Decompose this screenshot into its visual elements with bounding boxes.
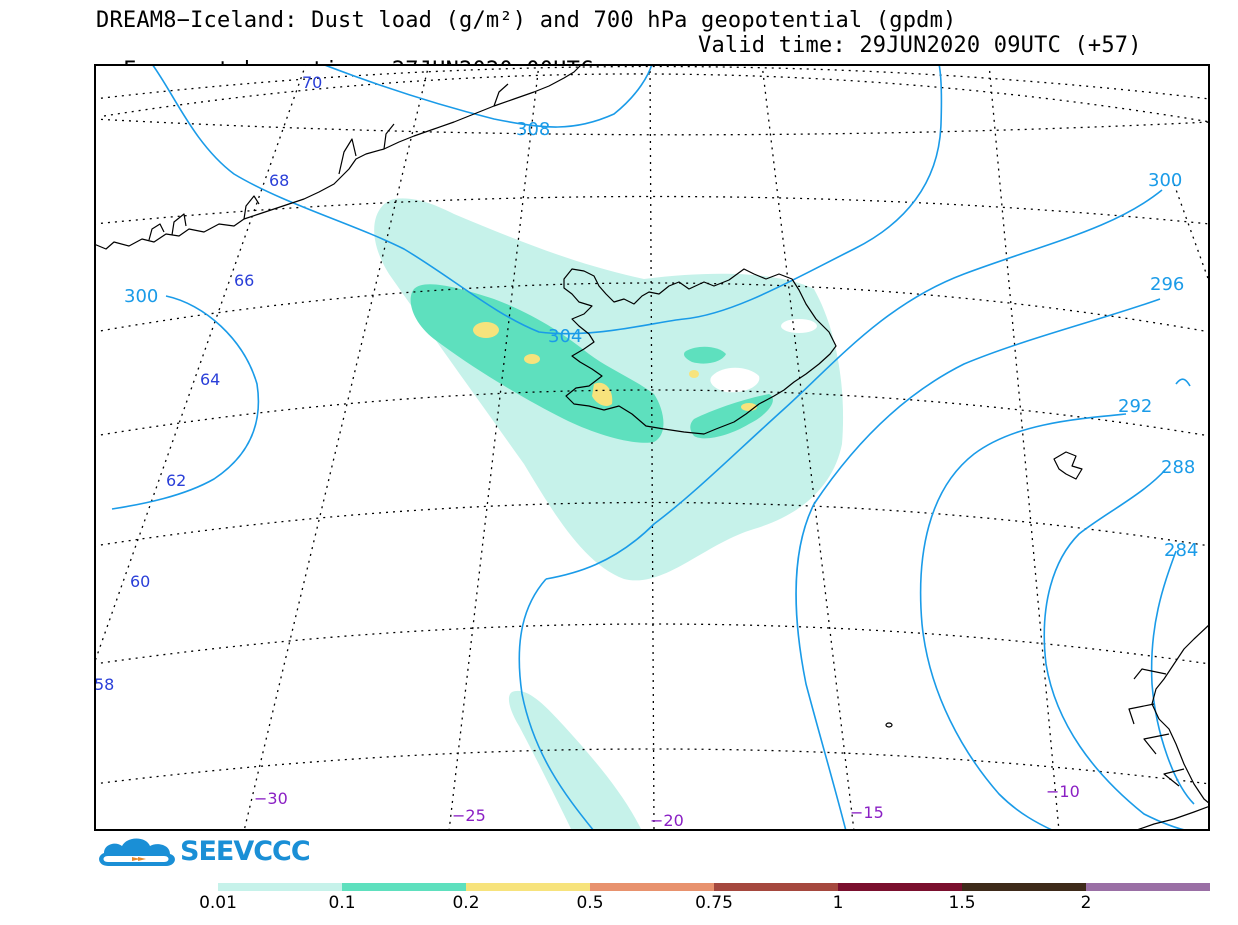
valid-time: Valid time: 29JUN2020 09UTC (+57) [698, 33, 1142, 58]
parallel-68 [103, 73, 1210, 123]
colorbar-segment [1086, 883, 1210, 891]
lat-label: 60 [130, 572, 150, 591]
colorbar-label: 1.5 [948, 893, 976, 913]
logo-text: SEEVCCC [180, 836, 311, 867]
parallel-66 [94, 195, 1210, 225]
colorbar-segment [342, 883, 466, 891]
geopotential-labels: 308 304 300 300 296 292 288 284 [124, 119, 1198, 561]
seevccc-logo: SEEVCCC [94, 832, 324, 872]
contour-288 [1043, 468, 1190, 831]
geo-label: 308 [516, 119, 550, 140]
lat-label: 62 [166, 471, 186, 490]
lat-lon-grid [94, 64, 1210, 831]
coastlines [94, 64, 1210, 831]
lat-label: 64 [200, 370, 220, 389]
longitude-labels: −30 −25 −20 −15 −10 [254, 782, 1080, 830]
geo-label: 304 [548, 326, 582, 347]
dust-area-south [508, 690, 642, 831]
small-island [885, 722, 893, 728]
dust-spot-2 [524, 354, 540, 364]
colorbar-label: 1 [832, 893, 844, 913]
dust-load-field [374, 198, 844, 831]
lat-label: 68 [269, 171, 289, 190]
lon-label: −15 [850, 803, 884, 822]
contour-292 [919, 413, 1127, 831]
parallel-61 [94, 748, 1210, 785]
greenland-fjords [148, 83, 509, 241]
parallel-64 [94, 389, 1210, 437]
greenland-coast [94, 64, 583, 250]
lon-label: −20 [650, 811, 684, 830]
colorbar-label: 0.2 [452, 893, 480, 913]
contour-284 [1150, 550, 1195, 805]
map-panel: 70 68 66 64 62 60 58 −30 −25 −20 −15 −10… [94, 64, 1210, 831]
glacier-gap-2 [781, 319, 817, 333]
dust-spot-1 [473, 322, 499, 338]
contour-308 [321, 64, 653, 128]
contour-hook [1175, 378, 1191, 387]
lat-label: 70 [302, 73, 322, 92]
iceland-coast [563, 268, 837, 435]
map-title: DREAM8−Iceland: Dust load (g/m²) and 700… [96, 8, 957, 33]
colorbar-segment [838, 883, 962, 891]
glacier-gap [710, 367, 760, 393]
parallel-65 [94, 282, 1210, 333]
colorbar [218, 883, 1210, 891]
colorbar-segment [714, 883, 838, 891]
colorbar-label: 0.5 [576, 893, 604, 913]
dust-spot-3 [592, 382, 613, 407]
norway-coast [1151, 623, 1210, 805]
colorbar-segment [218, 883, 342, 891]
parallel-63 [94, 501, 1210, 547]
contour-trough [518, 578, 595, 831]
latitude-labels: 70 68 66 64 62 60 58 [94, 73, 322, 694]
contour-304 [151, 64, 943, 335]
meridian-15 [761, 64, 855, 831]
contour-300-east [545, 189, 1163, 580]
meridian-10 [988, 64, 1060, 831]
colorbar-segment [962, 883, 1086, 891]
lon-label: −25 [452, 806, 486, 825]
geo-label: 300 [124, 286, 158, 307]
geo-label: 296 [1150, 274, 1184, 295]
meridian-25 [448, 64, 540, 831]
cloud-arrow-icon [99, 838, 175, 866]
faroe-islands [1053, 451, 1083, 480]
colorbar-label: 0.1 [328, 893, 356, 913]
lon-label: −30 [254, 789, 288, 808]
lat-label: 66 [234, 271, 254, 290]
geo-label: 284 [1164, 540, 1198, 561]
meridian-35 [94, 64, 307, 665]
colorbar-segment [466, 883, 590, 891]
norway-fjords [1128, 668, 1185, 787]
colorbar-label: 2 [1080, 893, 1092, 913]
dust-area-mid-center [684, 346, 726, 364]
colorbar-label: 0.01 [199, 893, 237, 913]
geo-label: 300 [1148, 170, 1182, 191]
meridian-20 [649, 64, 655, 831]
parallel-70 [94, 65, 1210, 100]
geo-label: 292 [1118, 396, 1152, 417]
geo-label: 288 [1161, 457, 1195, 478]
contour-296 [795, 298, 1161, 831]
lat-label: 58 [94, 675, 114, 694]
dust-spot-4 [689, 370, 699, 378]
contour-300-west [111, 295, 260, 510]
colorbar-label: 0.75 [695, 893, 733, 913]
colorbar-segment [590, 883, 714, 891]
lon-label: −10 [1046, 782, 1080, 801]
scotland-coast [1133, 805, 1210, 831]
geopotential-contours [111, 64, 1195, 831]
parallel-68b [94, 118, 1210, 136]
